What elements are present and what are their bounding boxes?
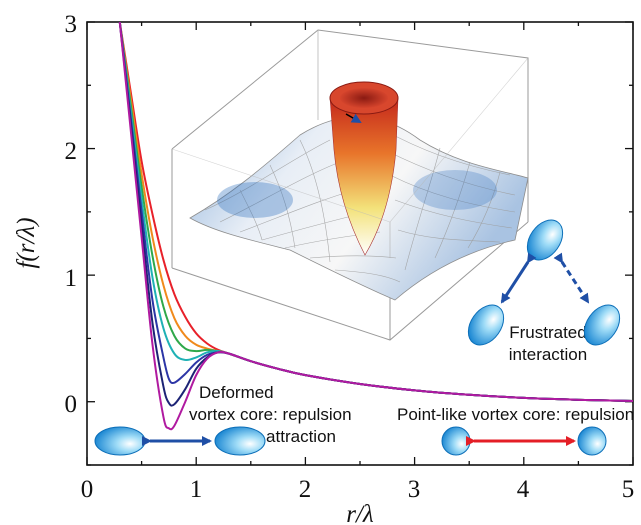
vortex-right-deformed <box>214 426 266 456</box>
axis-ticks <box>86 21 634 466</box>
x-tick-label-1: 1 <box>190 476 203 503</box>
x-tick-label-5: 5 <box>622 476 635 503</box>
y-tick-label-3: 3 <box>65 11 78 38</box>
vortex-bottom-right <box>583 304 621 346</box>
annotation-deformed-line-2: vortex core: repulsion <box>189 405 352 424</box>
deformed-vortex-pair <box>94 426 266 456</box>
series-line-7 <box>118 22 633 431</box>
x-axis-title: r/λ <box>346 501 374 525</box>
frustrated-arrow-right <box>553 252 590 304</box>
annotation-deformed: Deformed vortex core: repulsion & attrac… <box>189 383 352 446</box>
annotation-deformed-line-1: Deformed <box>199 383 274 402</box>
curves <box>118 22 633 431</box>
y-tick-label-0: 0 <box>65 391 78 418</box>
annotation-frustrated: Frustrated interaction <box>509 323 587 364</box>
x-tick-label-4: 4 <box>517 476 530 503</box>
vortex-left-deformed <box>94 426 146 456</box>
annotation-deformed-line-3: & attraction <box>250 427 336 446</box>
annotation-frustrated-line-1: Frustrated <box>509 323 586 342</box>
surface-inset <box>171 29 529 341</box>
y-axis-title: f(r/λ) <box>13 217 40 268</box>
x-tick-label-2: 2 <box>299 476 312 503</box>
frustrated-vortex-triangle <box>467 219 621 346</box>
annotation-frustrated-line-2: interaction <box>509 345 587 364</box>
pointlike-vortex-pair <box>441 426 607 456</box>
y-tick-label-1: 1 <box>65 265 78 292</box>
x-tick-label-3: 3 <box>408 476 421 503</box>
vortex-right-pointlike <box>577 426 607 456</box>
annotation-pointlike: Point-like vortex core: repulsion <box>397 405 634 424</box>
vortex-bottom-left <box>467 304 505 346</box>
y-tick-label-2: 2 <box>65 138 78 165</box>
x-tick-label-0: 0 <box>81 476 94 503</box>
frustrated-arrow-left <box>500 252 537 304</box>
vortex-left-pointlike <box>441 426 471 456</box>
